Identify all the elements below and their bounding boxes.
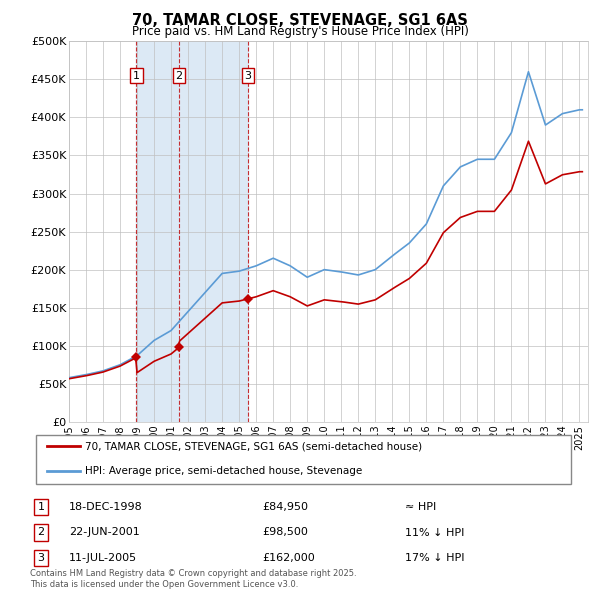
- Text: 1: 1: [133, 71, 140, 81]
- Text: 3: 3: [38, 553, 44, 563]
- Bar: [136, 41, 248, 422]
- Text: 70, TAMAR CLOSE, STEVENAGE, SG1 6AS: 70, TAMAR CLOSE, STEVENAGE, SG1 6AS: [132, 13, 468, 28]
- Text: ≈ HPI: ≈ HPI: [406, 502, 437, 512]
- FancyBboxPatch shape: [35, 435, 571, 484]
- Text: £98,500: £98,500: [262, 527, 308, 537]
- Text: £162,000: £162,000: [262, 553, 314, 563]
- Text: 11% ↓ HPI: 11% ↓ HPI: [406, 527, 465, 537]
- Text: 2: 2: [37, 527, 44, 537]
- Text: £84,950: £84,950: [262, 502, 308, 512]
- Text: 2: 2: [176, 71, 182, 81]
- Text: 1: 1: [38, 502, 44, 512]
- Text: 3: 3: [245, 71, 251, 81]
- Text: 22-JUN-2001: 22-JUN-2001: [68, 527, 139, 537]
- Text: Contains HM Land Registry data © Crown copyright and database right 2025.
This d: Contains HM Land Registry data © Crown c…: [30, 569, 356, 589]
- Text: Price paid vs. HM Land Registry's House Price Index (HPI): Price paid vs. HM Land Registry's House …: [131, 25, 469, 38]
- Text: 70, TAMAR CLOSE, STEVENAGE, SG1 6AS (semi-detached house): 70, TAMAR CLOSE, STEVENAGE, SG1 6AS (sem…: [85, 441, 422, 451]
- Text: 11-JUL-2005: 11-JUL-2005: [68, 553, 137, 563]
- Text: 18-DEC-1998: 18-DEC-1998: [68, 502, 142, 512]
- Text: HPI: Average price, semi-detached house, Stevenage: HPI: Average price, semi-detached house,…: [85, 466, 362, 476]
- Text: 17% ↓ HPI: 17% ↓ HPI: [406, 553, 465, 563]
